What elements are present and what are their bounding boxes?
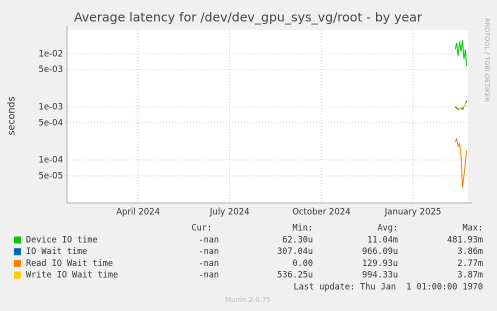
y-axis-label: seconds — [7, 97, 18, 136]
footer: Munin 2.0.75 — [225, 296, 271, 304]
legend-value: 0.00 — [293, 259, 313, 269]
legend-header: Max: — [463, 224, 483, 234]
legend-header: Cur: — [192, 224, 212, 234]
legend-value: 994.33u — [362, 271, 398, 281]
x-tick-label: July 2024 — [209, 208, 250, 218]
legend-value: 307.04u — [277, 247, 313, 257]
legend-header: Avg: — [378, 224, 398, 234]
y-tick-label: 1e-02 — [38, 49, 63, 59]
x-tick-label: October 2024 — [292, 208, 350, 218]
legend-value: 3.86m — [457, 247, 483, 257]
legend-value: -nan — [199, 259, 219, 269]
side-label: RRDTOOL / TOBI OETIKER — [483, 18, 491, 102]
legend-value: -nan — [199, 247, 219, 257]
legend-value: -nan — [199, 236, 219, 246]
legend-label: Read IO Wait time — [26, 259, 113, 269]
legend-label: Device IO time — [26, 236, 98, 246]
legend-swatch — [14, 236, 21, 244]
last-update: Last update: Thu Jan 1 01:00:00 1970 — [294, 283, 483, 293]
legend-value: 11.04m — [367, 236, 398, 246]
legend-swatch — [14, 248, 21, 256]
legend-swatch — [14, 259, 21, 267]
plot-area — [67, 30, 468, 203]
legend-value: 2.77m — [457, 259, 483, 269]
legend-value: 62.30u — [282, 236, 313, 246]
x-tick-label: January 2025 — [384, 208, 442, 218]
legend-value: 129.93u — [362, 259, 398, 269]
legend-value: 3.87m — [457, 271, 483, 281]
legend-value: 966.09u — [362, 247, 398, 257]
legend-value: 536.25u — [277, 271, 313, 281]
series-line — [454, 40, 468, 66]
legend-header: Min: — [293, 224, 313, 234]
y-tick-label: 5e-04 — [38, 118, 63, 128]
series-line — [454, 137, 468, 188]
chart-title: Average latency for /dev/dev_gpu_sys_vg/… — [74, 10, 423, 25]
y-tick-label: 1e-03 — [38, 102, 63, 112]
x-tick-label: April 2024 — [116, 208, 160, 218]
legend-value: 481.93m — [447, 236, 483, 246]
legend-value: -nan — [199, 271, 219, 281]
y-tick-label: 5e-05 — [38, 171, 63, 181]
legend-label: IO Wait time — [26, 247, 87, 257]
y-tick-label: 5e-03 — [38, 65, 63, 75]
legend-label: Write IO Wait time — [26, 271, 118, 281]
series-line — [457, 102, 467, 110]
y-tick-label: 1e-04 — [38, 155, 63, 165]
legend-swatch — [14, 271, 21, 279]
